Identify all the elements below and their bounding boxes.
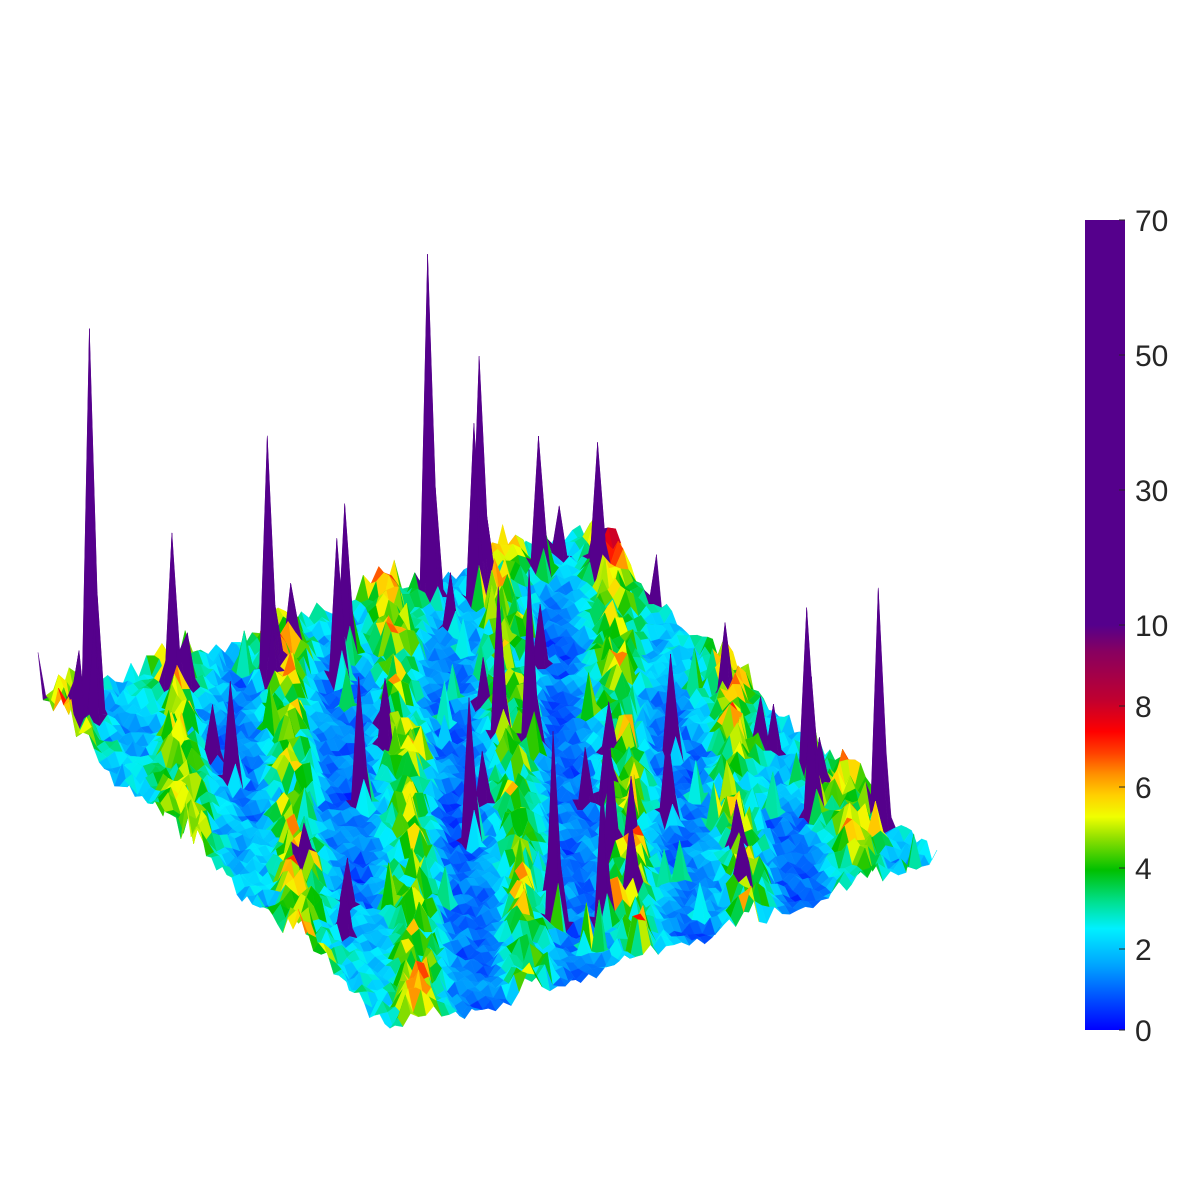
colorbar-tick-label: 8 xyxy=(1135,691,1152,724)
colorbar-tick-label: 30 xyxy=(1135,475,1168,508)
colorbar-tick-label: 6 xyxy=(1135,772,1152,805)
colorbar-tick-label: 50 xyxy=(1135,340,1168,373)
colorbar-tick-label: 10 xyxy=(1135,610,1168,643)
surface-patch xyxy=(648,554,662,609)
colorbar-tick-label: 70 xyxy=(1135,205,1168,238)
surface-plot xyxy=(37,254,938,1029)
colorbar-ticks: 0 2 4 6 8 10 30 50 70 xyxy=(1119,205,1168,1048)
surface-patch xyxy=(530,436,544,576)
colorbar-tick-label: 2 xyxy=(1135,934,1152,967)
surface-patch xyxy=(163,532,178,693)
colorbar-tick-label: 4 xyxy=(1135,853,1152,886)
colorbar: 0 2 4 6 8 10 30 50 70 xyxy=(1085,205,1168,1048)
colorbar-tick-label: 0 xyxy=(1135,1015,1152,1048)
